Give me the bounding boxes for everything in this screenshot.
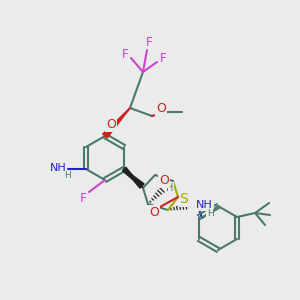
Text: O: O (149, 206, 159, 218)
Text: H: H (64, 172, 71, 181)
Text: H: H (207, 208, 213, 217)
Polygon shape (124, 169, 144, 188)
Polygon shape (103, 108, 130, 138)
Text: NH: NH (196, 200, 213, 210)
Text: O: O (156, 103, 166, 116)
Text: S: S (180, 192, 188, 206)
Text: H: H (166, 183, 174, 193)
Text: O: O (159, 173, 169, 187)
Text: O: O (106, 118, 116, 130)
Text: NH: NH (50, 163, 66, 173)
Polygon shape (122, 167, 143, 188)
Text: F: F (146, 35, 152, 49)
Text: F: F (160, 52, 166, 65)
Text: F: F (122, 49, 128, 62)
Text: F: F (80, 191, 87, 205)
